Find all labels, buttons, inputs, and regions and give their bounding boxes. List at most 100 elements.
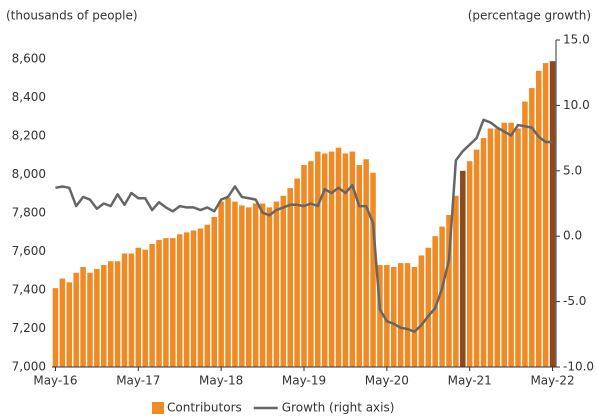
bar <box>246 207 252 367</box>
x-tick-label: May-21 <box>448 374 492 388</box>
legend-label: Growth (right axis) <box>282 401 395 415</box>
bar <box>225 197 231 367</box>
bar <box>453 195 459 367</box>
bar <box>266 207 273 367</box>
bar <box>328 151 335 367</box>
bar <box>156 240 162 367</box>
bar <box>294 178 300 367</box>
bar <box>384 265 390 367</box>
bar <box>218 201 224 367</box>
bar <box>259 203 266 367</box>
bar <box>204 224 211 367</box>
bar <box>542 63 549 368</box>
bar <box>66 282 73 367</box>
bar <box>404 263 411 367</box>
bar <box>94 268 100 367</box>
bar <box>183 232 190 367</box>
bar <box>273 201 280 367</box>
bar <box>466 161 473 367</box>
bar <box>515 128 521 367</box>
y-tick-label: 8,200 <box>12 129 46 143</box>
bar <box>280 195 287 367</box>
bar <box>377 265 383 367</box>
bar <box>197 228 204 367</box>
y2-tick-label: 5.0 <box>563 163 582 177</box>
bar <box>170 238 176 367</box>
bar <box>142 249 148 367</box>
y-tick-label: 7,400 <box>12 283 46 297</box>
legend-swatch <box>152 402 164 414</box>
x-tick-label: May-18 <box>199 374 243 388</box>
bar <box>501 122 507 367</box>
bar <box>508 122 514 367</box>
growth-line <box>55 118 553 333</box>
bar <box>128 253 135 367</box>
legend-label: Contributors <box>167 401 242 415</box>
bar <box>101 265 107 367</box>
bar <box>363 159 369 367</box>
bar <box>473 149 480 367</box>
y-tick-label: 7,000 <box>12 360 46 374</box>
x-tick-label: May-16 <box>33 374 77 388</box>
y-tick-label: 7,600 <box>12 244 46 258</box>
bar <box>460 170 466 367</box>
bar <box>342 153 349 367</box>
bar <box>439 226 445 367</box>
bar <box>370 172 376 367</box>
y2-axis-label: (percentage growth) <box>468 9 591 23</box>
bar <box>390 266 397 367</box>
y-tick-label: 7,800 <box>12 206 46 220</box>
bar <box>535 70 542 367</box>
y2-tick-label: 0.0 <box>563 229 582 243</box>
bar <box>308 161 314 367</box>
bar <box>135 247 142 367</box>
bar <box>239 205 245 367</box>
bar <box>59 278 66 367</box>
bar <box>549 61 556 368</box>
bar <box>121 253 128 367</box>
bar <box>287 188 293 367</box>
bar <box>494 128 501 367</box>
bar <box>529 88 535 368</box>
bar <box>87 272 93 367</box>
bar <box>114 261 121 367</box>
y2-tick-label: 10.0 <box>563 98 590 112</box>
bar <box>107 261 114 367</box>
bar <box>149 243 155 367</box>
bar <box>315 151 321 367</box>
y-axis-label: (thousands of people) <box>6 9 138 23</box>
y2-tick-label: -5.0 <box>563 294 586 308</box>
x-tick-label: May-22 <box>530 374 574 388</box>
bar <box>52 288 59 367</box>
y-tick-label: 7,200 <box>12 321 46 335</box>
x-tick-label: May-17 <box>116 374 160 388</box>
bar <box>425 247 432 367</box>
bar <box>163 238 169 367</box>
bar <box>73 272 79 367</box>
bar <box>432 236 438 367</box>
x-tick-label: May-19 <box>282 374 326 388</box>
y-tick-label: 8,000 <box>12 167 46 181</box>
y-tick-label: 8,400 <box>12 90 46 104</box>
bar <box>232 201 238 367</box>
bar <box>176 234 183 367</box>
y2-tick-label: 15.0 <box>563 33 590 47</box>
bar <box>411 266 418 367</box>
bar <box>301 165 307 367</box>
y2-tick-label: -10.0 <box>563 360 594 374</box>
bar <box>397 263 404 367</box>
bar <box>349 151 356 367</box>
bar <box>190 230 197 367</box>
bar <box>522 101 528 367</box>
y-tick-label: 8,600 <box>12 52 46 66</box>
bar <box>335 147 342 367</box>
bar <box>418 255 425 367</box>
bar <box>321 153 328 367</box>
bar <box>487 128 494 367</box>
bar <box>446 215 452 367</box>
bar <box>80 266 86 367</box>
bar <box>356 165 362 367</box>
bar <box>211 216 218 367</box>
x-tick-label: May-20 <box>365 374 409 388</box>
